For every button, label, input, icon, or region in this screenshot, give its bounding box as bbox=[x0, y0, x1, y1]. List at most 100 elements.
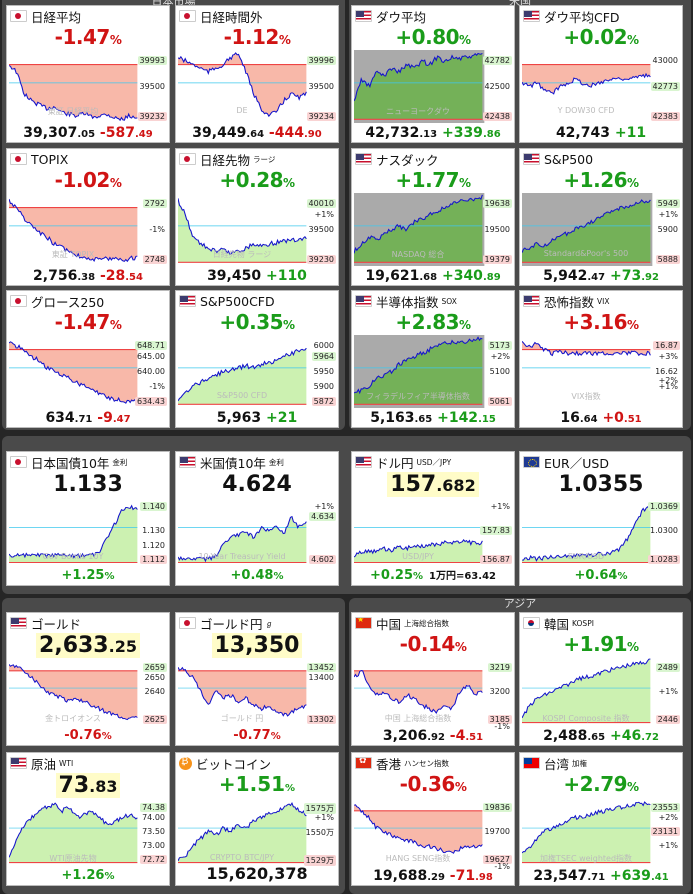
axis-tag: 5173 bbox=[487, 341, 512, 350]
card-topix[interactable]: TOPIX 東証 TOPIX 2792 -1% 2748 -1.02% 2,756.38 -… bbox=[6, 148, 170, 286]
change-percent: +1.25% bbox=[7, 568, 169, 583]
card-name: ゴールド bbox=[31, 616, 82, 632]
axis-tag: 74.38 bbox=[140, 802, 167, 812]
chart-watermark: 日経先物 ラージ bbox=[212, 250, 272, 259]
card-name: 米国債10年 bbox=[200, 455, 266, 471]
axis-tag: +1% bbox=[314, 812, 334, 822]
axis-tag: 2640 bbox=[144, 686, 165, 696]
change-points: +11 bbox=[614, 125, 647, 141]
price: 5,942 bbox=[543, 268, 588, 284]
axis-tag: +1% bbox=[314, 501, 334, 511]
card-jgb10[interactable]: 日本国債10年 金利 Gov Bonds 10Y 1.140 1.130 1.120 1.1… bbox=[6, 451, 170, 586]
chart-watermark: 10-Year Treasury Yield bbox=[198, 552, 286, 561]
axis-tag: 1.0300 bbox=[650, 526, 678, 536]
flag-us-icon bbox=[355, 10, 372, 22]
card-title: 日本国債10年 金利 bbox=[10, 454, 127, 471]
percent-sign: % bbox=[104, 571, 115, 582]
section-title bbox=[2, 598, 345, 611]
percent-sign: % bbox=[285, 783, 296, 794]
change-percent: +0.64% bbox=[520, 568, 682, 583]
axis-tag: +2% bbox=[490, 351, 510, 361]
card-name: S&P500 bbox=[544, 151, 594, 167]
card-nikkei_ext[interactable]: 日経時間外 DE 39996 39500 39234 -1.12% 39,449.64 -4… bbox=[175, 5, 339, 143]
card-nk_fut[interactable]: 日経先物 ラージ 日経先物 ラージ 40010 +1% 39500 39230 +0.28% 3… bbox=[175, 148, 339, 286]
card-sp_cfd[interactable]: S&P500CFD S&P500 CFD 6000 5964 5950 5900 5872 +… bbox=[175, 290, 339, 428]
card-name: S&P500CFD bbox=[200, 293, 275, 309]
axis-tag: -1% bbox=[494, 722, 510, 732]
change-percent-value: -0.77 bbox=[233, 728, 271, 743]
price-decimals: .64 bbox=[246, 129, 265, 140]
chart-watermark: KOSPI Composite 指数 bbox=[542, 714, 630, 723]
change-percent-value: -0.76 bbox=[64, 728, 102, 743]
change-percent-value: -0.14 bbox=[399, 632, 456, 656]
conversion-note: 1万円=63.42 bbox=[429, 571, 496, 582]
price-row: 2,488.65 +46.72 bbox=[520, 728, 682, 744]
axis-tag: 3185 bbox=[487, 715, 512, 725]
mini-chart bbox=[178, 193, 336, 266]
card-growth[interactable]: グロース250 648.71 645.00 640.00 -1% 634.43 -1.47%… bbox=[6, 290, 170, 428]
change-percent-value: +0.80 bbox=[395, 25, 460, 49]
flag-us-icon bbox=[355, 153, 372, 165]
value-decimals: .682 bbox=[436, 476, 476, 495]
card-crude[interactable]: 原油 WTI WTI原油先物 74.38 74.00 73.50 73.00 72.72 73.… bbox=[6, 752, 170, 886]
card-vix[interactable]: 恐怖指数 VIX VIX指数 16.87 +3% 16.62 +2% +1% +3.16% 16.… bbox=[519, 290, 683, 428]
axis-tag: 2446 bbox=[655, 715, 680, 725]
card-name: 原油 bbox=[31, 756, 57, 772]
change-percent: -0.36% bbox=[352, 772, 514, 796]
axis-tag: 13302 bbox=[306, 715, 336, 725]
price-decimals: .65 bbox=[587, 732, 606, 743]
chart-watermark: HANG SENG指数 bbox=[385, 854, 451, 863]
card-gold_jpy[interactable]: ゴールド円 ℊ ゴールド 円 13452 13400 13302 13,350 -0.77% bbox=[175, 612, 339, 746]
percent-sign: % bbox=[454, 640, 467, 654]
card-dow[interactable]: ダウ平均 ニューヨークダウ 42782 42500 42438 +0.80% 42,732.… bbox=[351, 5, 515, 143]
chart-watermark: ゴールド 円 bbox=[220, 714, 264, 723]
change-decimals: .51 bbox=[465, 732, 484, 743]
card-ust10[interactable]: 米国債10年 金利 10-Year Treasury Yield +1% 4.634 4.… bbox=[175, 451, 339, 586]
card-title: ビットコイン bbox=[179, 755, 271, 772]
mini-chart bbox=[9, 335, 167, 408]
mini-chart bbox=[354, 797, 512, 866]
card-dow_cfd[interactable]: ダウ平均CFD Y DOW30 CFD 43000 42773 42383 +0.02% 4… bbox=[519, 5, 683, 143]
card-taiwan[interactable]: 台湾 加権 加権TSEC weighted指数 23553 +2% 23131 +1% +2.… bbox=[519, 752, 683, 886]
chart-watermark: 東証 TOPIX bbox=[51, 250, 95, 259]
card-korea[interactable]: 韓国 KOSPI KOSPI Composite 指数 2489 +1% 2446 +1.9… bbox=[519, 612, 683, 746]
flag-jp-icon bbox=[10, 456, 27, 468]
card-btc[interactable]: ビットコイン CRYPTO BTC/JPY 1575万+1% 1550万 1529万15… bbox=[175, 752, 339, 886]
percent-sign: % bbox=[283, 318, 295, 332]
mini-chart bbox=[354, 335, 512, 408]
axis-tag: 2625 bbox=[142, 715, 167, 725]
card-sox[interactable]: 半導体指数 SOX フィラデルフィア半導体指数 5173 +2% 5100 5061 +2.8… bbox=[351, 290, 515, 428]
card-nasdaq[interactable]: ナスダック NASDAQ 総合 19638 19500 19379 +1.77% 19,62… bbox=[351, 148, 515, 286]
flag-jp-icon bbox=[179, 10, 196, 22]
card-gold[interactable]: ゴールド 金トロイオンス 2659 2650 2640 2625 2,633.25 -0.76… bbox=[6, 612, 170, 746]
price: 39,307 bbox=[23, 125, 78, 141]
price: 16 bbox=[560, 410, 580, 426]
percent-sign: % bbox=[627, 176, 639, 190]
percent-sign: % bbox=[273, 571, 284, 582]
value-main: 15,620,378 bbox=[206, 864, 308, 883]
change-points: -71 bbox=[449, 868, 476, 884]
percent-sign: % bbox=[101, 731, 112, 742]
axis-tag: 4.602 bbox=[309, 555, 336, 565]
card-usdjpy[interactable]: ドル円 USD／JPY USD/JPY +1% 157.83 156.87 157.682 +… bbox=[351, 451, 515, 586]
flag-tw-icon bbox=[523, 757, 540, 769]
axis-tag: 73.00 bbox=[142, 841, 165, 851]
mini-chart bbox=[354, 657, 512, 726]
card-title: 台湾 加権 bbox=[523, 755, 587, 772]
price-row: 5,963 +21 bbox=[176, 410, 338, 426]
change-percent-value: +1.77 bbox=[395, 168, 460, 192]
card-eurusd[interactable]: EUR／USD EUR/USD 1.0369 1.0300 1.0283 1.0355 +0… bbox=[519, 451, 683, 586]
card-nikkei[interactable]: 日経平均 東証 日経平均 39993 39500 39232 -1.47% 39,307.0… bbox=[6, 5, 170, 143]
value-main: 2,633 bbox=[39, 633, 109, 658]
axis-tag: 5964 bbox=[311, 351, 336, 361]
axis-tag: 72.72 bbox=[140, 855, 167, 865]
percent-sign: % bbox=[459, 318, 471, 332]
card-title: ゴールド bbox=[10, 615, 82, 632]
percent-sign: % bbox=[270, 731, 281, 742]
axis-tag: 1550万 bbox=[305, 827, 334, 837]
axis-tag: +1% bbox=[658, 209, 678, 219]
card-sp500[interactable]: S&P500 Standard&Poor's 500 5949 +1% 5900 5888… bbox=[519, 148, 683, 286]
axis-tag: 5100 bbox=[489, 366, 510, 376]
